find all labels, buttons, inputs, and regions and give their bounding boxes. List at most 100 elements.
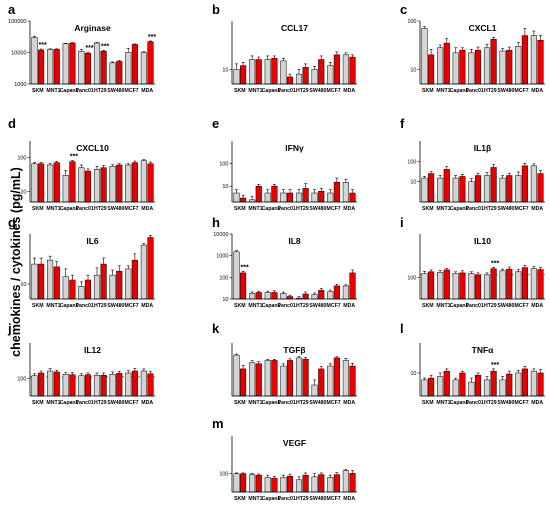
control-bar	[452, 52, 459, 85]
panel-letter: e	[212, 116, 219, 131]
control-bar	[249, 362, 256, 397]
treated-bar	[116, 373, 123, 397]
x-tick-label: SKM	[234, 496, 246, 502]
treated-bar	[69, 42, 76, 85]
y-tick-label: 10	[222, 67, 228, 73]
panel-title: IL12	[84, 345, 101, 355]
treated-bar	[84, 279, 92, 300]
x-tick-label: Panc01	[466, 206, 484, 212]
significance-marker: ***	[70, 154, 78, 161]
x-tick-label: SKM	[234, 88, 246, 94]
treated-bar	[428, 173, 435, 203]
control-bar	[264, 59, 271, 85]
panel-title: TGFβ	[283, 345, 305, 355]
control-bar	[327, 291, 334, 300]
x-tick-label: SW480	[107, 88, 124, 94]
control-bar	[233, 69, 240, 85]
x-tick-label: HT29	[94, 303, 107, 309]
control-bar	[452, 273, 459, 300]
x-tick-label: HT29	[484, 88, 497, 94]
y-tick-label: 100	[219, 162, 228, 168]
treated-bar	[302, 474, 309, 493]
control-bar	[468, 273, 475, 300]
x-tick-label: Panc01	[76, 206, 94, 212]
x-tick-label: Capan1	[450, 206, 469, 212]
treated-bar	[255, 474, 262, 493]
treated-bar	[38, 49, 45, 85]
x-tick-label: MNT1	[436, 400, 450, 406]
panel-letter: l	[400, 321, 404, 336]
control-bar	[264, 292, 271, 300]
y-tick-label: 10	[222, 184, 228, 190]
x-tick-label: MNT1	[46, 303, 60, 309]
control-bar	[311, 476, 318, 493]
y-tick-label: 100	[407, 159, 416, 165]
x-tick-label: Panc01	[278, 400, 296, 406]
panel-title: IL1β	[474, 143, 491, 153]
significance-marker: ***	[148, 34, 156, 41]
x-tick-label: HT29	[296, 496, 309, 502]
x-tick-label: MCF7	[125, 206, 139, 212]
y-tick-label: 10	[222, 297, 228, 303]
treated-bar	[286, 76, 294, 85]
treated-bar	[349, 473, 356, 493]
x-tick-label: SKM	[32, 400, 44, 406]
x-tick-label: SW480	[309, 303, 326, 309]
x-tick-label: MNT1	[248, 88, 262, 94]
panel-title: TNFα	[472, 345, 495, 355]
control-bar	[109, 274, 116, 300]
control-bar	[515, 372, 522, 397]
control-bar	[109, 62, 116, 85]
panel-letter: f	[400, 116, 405, 131]
treated-bar	[349, 272, 356, 300]
panel-title: IL10	[474, 236, 491, 246]
significance-marker: ***	[491, 362, 499, 369]
treated-bar	[240, 272, 247, 300]
x-tick-label: MNT1	[46, 88, 60, 94]
panel-title: VEGF	[283, 438, 306, 448]
treated-bar	[271, 185, 278, 203]
treated-bar	[318, 190, 325, 203]
control-bar	[140, 244, 147, 300]
control-bar	[109, 374, 116, 397]
treated-bar	[84, 52, 92, 85]
treated-bar	[506, 49, 513, 85]
significance-marker: ***	[241, 264, 249, 271]
control-bar	[342, 181, 349, 203]
x-tick-label: MNT1	[436, 206, 450, 212]
treated-bar	[349, 56, 356, 85]
x-tick-label: SW480	[497, 88, 514, 94]
treated-bar	[271, 360, 278, 397]
control-bar	[311, 294, 318, 300]
control-bar	[62, 276, 69, 300]
y-tick-label: 10	[20, 282, 26, 288]
control-bar	[483, 47, 491, 85]
x-tick-label: SKM	[234, 400, 246, 406]
treated-bar	[100, 263, 107, 300]
x-tick-label: Capan1	[60, 400, 79, 406]
y-tick-label: 100	[407, 19, 416, 25]
control-bar	[295, 479, 303, 493]
treated-bar	[240, 368, 247, 397]
y-tick-label: 10	[20, 190, 26, 196]
x-tick-label: Panc01	[278, 88, 296, 94]
panel-letter: g	[8, 215, 16, 230]
x-tick-label: Capan1	[60, 206, 79, 212]
treated-bar	[474, 374, 482, 397]
treated-bar	[53, 371, 60, 397]
panel-letter: d	[8, 116, 16, 131]
control-bar	[78, 167, 85, 203]
treated-bar	[69, 279, 76, 300]
significance-marker: ***	[101, 43, 109, 50]
treated-bar	[69, 374, 76, 397]
treated-bar	[333, 357, 340, 397]
control-bar	[264, 477, 271, 493]
treated-bar	[271, 292, 278, 300]
y-tick-label: 100000	[8, 19, 26, 25]
treated-bar	[443, 370, 450, 397]
treated-bar	[537, 269, 544, 300]
treated-bar	[506, 373, 513, 397]
